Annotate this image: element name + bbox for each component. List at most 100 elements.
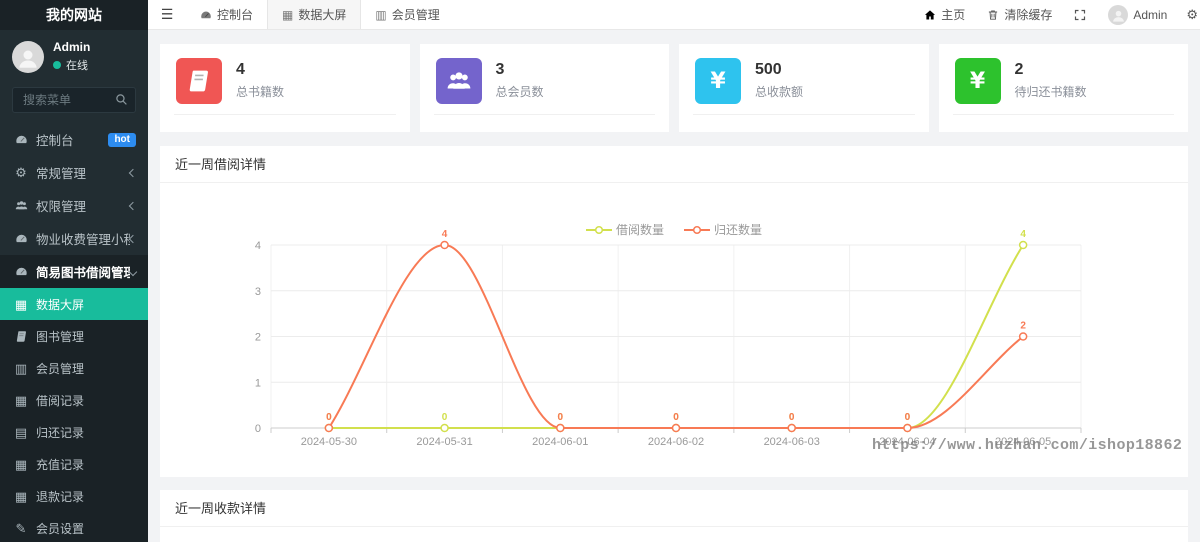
stat-card-pending-return-books[interactable]: ¥ 2 待归还书籍数 [938, 44, 1188, 132]
tab-data-screen[interactable]: ▦ 数据大屏 [267, 0, 362, 29]
user-avatar[interactable] [12, 40, 44, 73]
stat-label: 总会员数 [495, 85, 544, 99]
sidebar-item-return-records[interactable]: ▤ 归还记录 [0, 416, 148, 448]
sidebar-item-label: 权限管理 [36, 200, 87, 214]
yen-icon: ¥ [695, 58, 741, 104]
sidebar-item-recharge-records[interactable]: ▦ 充值记录 [0, 448, 148, 480]
navbar-right: 主页 清除缓存 Admin ⚙ [913, 0, 1200, 29]
stat-cards: 4 总书籍数 3 总会员数 ¥ 500 总收款额 [160, 44, 1188, 132]
legend-item-borrow[interactable]: 借阅数量 [585, 221, 664, 238]
gauge-icon [200, 9, 212, 21]
stat-label: 待归还书籍数 [1014, 85, 1087, 99]
svg-text:0: 0 [673, 412, 679, 423]
svg-text:4: 4 [442, 229, 448, 240]
svg-text:0: 0 [255, 423, 261, 435]
clear-cache-label: 清除缓存 [1004, 8, 1053, 22]
svg-text:2024-06-04: 2024-06-04 [879, 436, 935, 448]
main-area: ☰ 控制台 ▦ 数据大屏 ▥ 会员管理 主页 清除缓存 [148, 0, 1200, 542]
sidebar-group-library-system: 简易图书借阅管理系统 ▦ 数据大屏 图书管理 ▥ 会员管理 [0, 255, 148, 542]
svg-text:2024-06-02: 2024-06-02 [648, 436, 704, 448]
svg-text:3: 3 [255, 286, 261, 298]
sidebar-item-library-system[interactable]: 简易图书借阅管理系统 [0, 255, 148, 288]
chevron-left-icon [128, 201, 138, 210]
sidebar-item-label: 归还记录 [36, 425, 85, 440]
user-menu[interactable]: Admin [1097, 0, 1178, 29]
table-icon: ▦ [282, 7, 294, 22]
svg-text:2024-06-05: 2024-06-05 [995, 436, 1051, 448]
sidebar-user-panel: Admin 在线 [0, 30, 148, 81]
home-label: 主页 [941, 8, 966, 22]
top-navbar: ☰ 控制台 ▦ 数据大屏 ▥ 会员管理 主页 清除缓存 [148, 0, 1200, 30]
sidebar-item-refund-records[interactable]: ▦ 退款记录 [0, 480, 148, 512]
svg-text:2: 2 [1020, 321, 1026, 332]
tab-member-mgmt[interactable]: ▥ 会员管理 [361, 0, 453, 29]
expand-icon [1074, 9, 1086, 21]
svg-text:2024-06-01: 2024-06-01 [532, 436, 588, 448]
svg-text:4: 4 [255, 240, 261, 252]
search-icon [115, 93, 128, 106]
svg-text:0: 0 [905, 412, 911, 423]
site-title[interactable]: 我的网站 [0, 0, 148, 30]
svg-text:0: 0 [442, 412, 448, 423]
sidebar-item-property-fee-app[interactable]: 物业收费管理小程序 [0, 222, 148, 255]
sidebar-item-data-screen[interactable]: ▦ 数据大屏 [0, 288, 148, 320]
table-icon: ▦ [14, 392, 28, 408]
svg-text:1: 1 [255, 377, 261, 389]
id-card-icon: ▥ [14, 360, 28, 376]
sidebar-item-label: 会员设置 [36, 521, 85, 536]
svg-text:0: 0 [326, 412, 332, 423]
gauge-icon [14, 232, 28, 246]
svg-text:0: 0 [673, 412, 679, 423]
page-content: 4 总书籍数 3 总会员数 ¥ 500 总收款额 [148, 30, 1200, 542]
sidebar-submenu: ▦ 数据大屏 图书管理 ▥ 会员管理 ▦ 借阅记录 [0, 288, 148, 542]
sidebar-item-general-mgmt[interactable]: ⚙ 常规管理 [0, 156, 148, 189]
legend-marker-icon [684, 225, 710, 234]
settings-button[interactable]: ⚙ [1178, 0, 1200, 29]
menu-search-input[interactable] [12, 87, 136, 113]
chart-legend: 借阅数量 归还数量 [160, 221, 1188, 238]
users-icon [14, 199, 28, 213]
sidebar-item-borrow-records[interactable]: ▦ 借阅记录 [0, 384, 148, 416]
home-button[interactable]: 主页 [913, 0, 976, 29]
legend-item-return[interactable]: 归还数量 [684, 221, 762, 238]
id-card-icon: ▥ [375, 7, 387, 22]
sidebar-item-member-mgmt[interactable]: ▥ 会员管理 [0, 352, 148, 384]
sidebar-menu: 控制台 hot ⚙ 常规管理 权限管理 物业收费管理小程序 [0, 123, 148, 542]
sidebar-search [12, 87, 136, 113]
list-icon: ▤ [14, 424, 28, 440]
fullscreen-button[interactable] [1063, 0, 1097, 29]
line-chart[interactable]: 0 1 2 3 4 2024-05-30 2024-05-31 2024-06-01 2024-… [160, 183, 1188, 477]
chevron-left-icon [128, 234, 138, 243]
sidebar-toggle-button[interactable]: ☰ [160, 6, 174, 22]
tab-console[interactable]: 控制台 [186, 0, 267, 29]
navbar-avatar [1108, 4, 1129, 25]
payment-chart-panel: 近一周收款详情 [160, 490, 1188, 542]
hot-badge: hot [108, 132, 136, 147]
tab-label: 会员管理 [391, 8, 440, 22]
stat-value: 500 [755, 61, 782, 78]
svg-text:0: 0 [789, 412, 795, 423]
stat-card-total-payment[interactable]: ¥ 500 总收款额 [679, 44, 929, 132]
chevron-down-icon [128, 267, 138, 276]
gauge-icon [14, 265, 28, 279]
sidebar-item-label: 物业收费管理小程序 [36, 233, 130, 247]
sidebar-item-label: 简易图书借阅管理系统 [36, 266, 130, 280]
stat-value: 3 [495, 61, 505, 78]
sidebar-item-label: 数据大屏 [36, 297, 85, 312]
svg-text:2: 2 [255, 332, 261, 344]
sidebar-item-book-mgmt[interactable]: 图书管理 [0, 320, 148, 352]
stat-label: 总书籍数 [236, 85, 285, 99]
sidebar-item-dashboard[interactable]: 控制台 hot [0, 123, 148, 156]
book-icon [176, 58, 222, 104]
sidebar-item-member-settings[interactable]: ✎ 会员设置 [0, 512, 148, 542]
home-icon [924, 9, 936, 21]
sidebar-item-permission-mgmt[interactable]: 权限管理 [0, 189, 148, 222]
stat-card-total-members[interactable]: 3 总会员数 [419, 44, 669, 132]
legend-marker-icon [585, 225, 612, 234]
stat-card-total-books[interactable]: 4 总书籍数 [160, 44, 410, 132]
sidebar: 我的网站 Admin 在线 控制台 hot ⚙ 常规管理 [0, 0, 148, 542]
clear-cache-button[interactable]: 清除缓存 [976, 0, 1063, 29]
book-icon [14, 329, 28, 343]
chevron-left-icon [128, 168, 138, 177]
